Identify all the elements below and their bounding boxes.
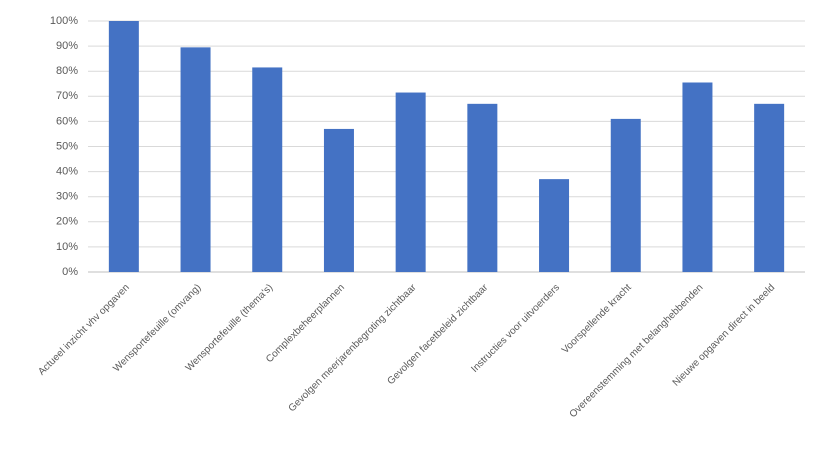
bar [323, 128, 354, 272]
bar [180, 47, 211, 273]
bar [682, 82, 713, 273]
y-tick-label: 90% [56, 40, 78, 52]
x-tick-label: Overeenstemming met belanghebbenden [568, 282, 706, 420]
bar [395, 92, 426, 272]
x-tick-label: Complexbeheerplannen [264, 282, 347, 365]
y-tick-label: 20% [56, 216, 78, 228]
y-tick-label: 40% [56, 166, 78, 178]
y-tick-label: 70% [56, 90, 78, 102]
bar [610, 118, 641, 272]
y-tick-label: 0% [62, 266, 78, 278]
bar [754, 103, 785, 272]
y-tick-label: 80% [56, 65, 78, 77]
y-tick-label: 50% [56, 140, 78, 152]
bar [108, 21, 139, 272]
bar [467, 103, 498, 272]
y-tick-label: 30% [56, 191, 78, 203]
y-tick-label: 60% [56, 115, 78, 127]
x-tick-label: Gevolgen meerjarenbegroting zichtbaar [287, 282, 419, 414]
bar [252, 67, 283, 272]
bar [539, 179, 570, 272]
y-tick-label: 100% [50, 15, 78, 27]
y-tick-label: 10% [56, 241, 78, 253]
x-tick-label: Voorspellende kracht [560, 282, 634, 356]
